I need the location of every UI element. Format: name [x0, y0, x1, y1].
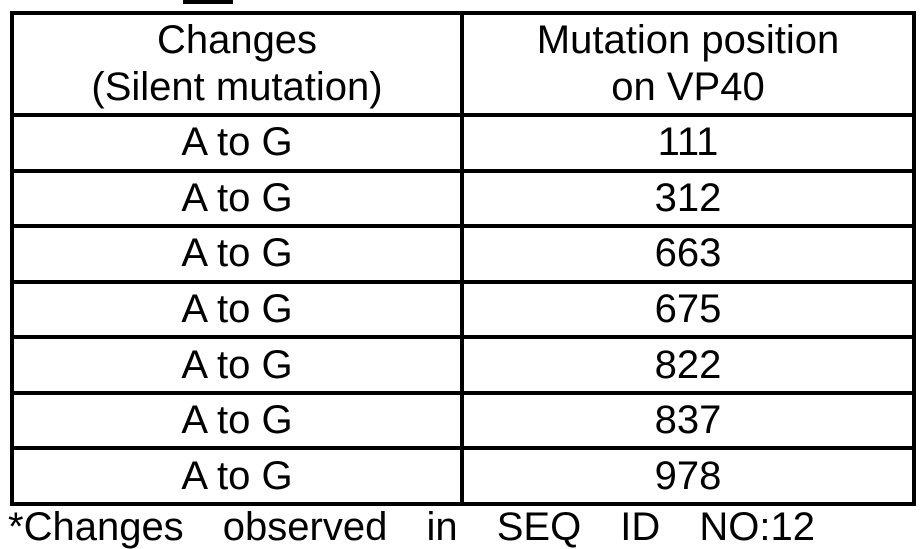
change-cell: A to G: [10, 224, 464, 284]
change-cell: A to G: [10, 168, 464, 229]
table-row: A to G 663: [10, 224, 916, 284]
position-cell: 312: [460, 168, 916, 229]
column-header-position-line1: Mutation position: [536, 18, 840, 62]
change-cell: A to G: [10, 279, 464, 340]
position-cell: 663: [460, 224, 916, 284]
column-header-changes-line2: (Silent mutation): [91, 65, 383, 109]
silent-mutation-table: Changes (Silent mutation) Mutation posit…: [10, 11, 916, 506]
column-header-position-line2: on VP40: [611, 65, 765, 109]
table-row: A to G 837: [10, 390, 916, 451]
table-row: A to G 111: [10, 113, 916, 173]
cropped-text-fragment-top: [183, 0, 233, 4]
table-row: A to G 978: [10, 446, 916, 506]
column-header-mutation-position: Mutation position on VP40: [460, 11, 916, 117]
table-row: A to G 822: [10, 335, 916, 395]
table-row: A to G 312: [10, 168, 916, 229]
position-cell: 837: [460, 390, 916, 451]
table-caption-cropped: *Changes observed in SEQ ID NO:12: [8, 505, 816, 549]
column-header-changes: Changes (Silent mutation): [10, 11, 464, 117]
change-cell: A to G: [10, 113, 464, 173]
column-header-changes-line1: Changes: [156, 18, 318, 62]
position-cell: 675: [460, 279, 916, 340]
change-cell: A to G: [10, 335, 464, 395]
table-header-row: Changes (Silent mutation) Mutation posit…: [10, 11, 916, 117]
change-cell: A to G: [10, 446, 464, 506]
table-row: A to G 675: [10, 279, 916, 340]
change-cell: A to G: [10, 390, 464, 451]
position-cell: 978: [460, 446, 916, 506]
position-cell: 111: [460, 113, 916, 173]
position-cell: 822: [460, 335, 916, 395]
